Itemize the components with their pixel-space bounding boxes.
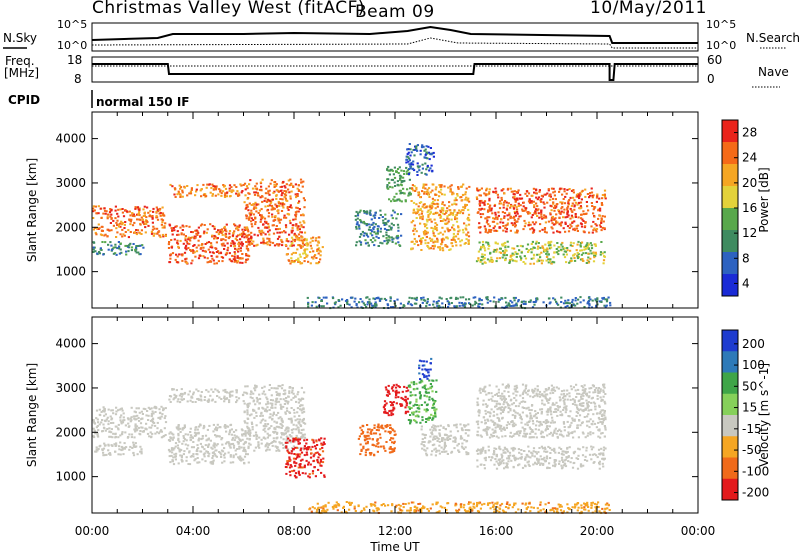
- ytick-label: 4000: [55, 132, 86, 146]
- nsky-line: [91, 25, 698, 44]
- colorbar-swatch: [722, 478, 738, 501]
- colorbar-swatch: [722, 142, 738, 165]
- velocity-colorbar-label: Velocity [m s^-1]: [757, 363, 771, 467]
- ytick-label: 4000: [55, 337, 86, 351]
- nave-tick-top: 60: [707, 53, 722, 67]
- colorbar-tick: 24: [742, 151, 757, 165]
- colorbar-swatch: [722, 415, 738, 437]
- power-ylabel: Slant Range [km]: [25, 158, 39, 262]
- colorbar-swatch: [722, 120, 738, 143]
- colorbar-tick: 8: [742, 251, 750, 265]
- freq-tick-bottom: 8: [74, 72, 82, 86]
- nave-tick-bottom: 0: [707, 72, 715, 86]
- colorbar-swatch: [722, 351, 738, 373]
- colorbar-tick: 15: [742, 401, 757, 415]
- colorbar-tick: 200: [742, 337, 765, 351]
- time-axis-label: Time UT: [369, 540, 420, 554]
- colorbar-tick: -100: [742, 464, 769, 478]
- xtick-label: 00:00: [681, 524, 716, 538]
- colorbar-tick: -50: [742, 443, 762, 457]
- ytick-label: 3000: [55, 176, 86, 190]
- colorbar-swatch: [722, 274, 738, 297]
- colorbar-swatch: [722, 436, 738, 458]
- nsky-label: N.Sky: [3, 31, 37, 45]
- colorbar-tick: 28: [742, 126, 757, 140]
- xtick-label: 08:00: [277, 524, 312, 538]
- colorbar-swatch: [722, 457, 738, 480]
- cpid-value: normal 150 IF: [96, 95, 190, 109]
- colorbar-tick: 12: [742, 226, 757, 240]
- time-axis: 00:00 04:00 08:00 12:00 16:00 20:00 00:00: [75, 524, 716, 538]
- freq-tick-top: 18: [67, 53, 82, 67]
- velocity-yaxis: 1000 2000 3000 4000: [55, 317, 699, 513]
- colorbar-tick: -15: [742, 422, 762, 436]
- ytick-label: 2000: [55, 220, 86, 234]
- velocity-ylabel: Slant Range [km]: [25, 363, 39, 467]
- colorbar-swatch: [722, 230, 738, 253]
- beam-title: Beam 09: [355, 2, 435, 22]
- power-colorbar-label: Power [dB]: [757, 167, 771, 232]
- colorbar-swatch: [722, 252, 738, 275]
- colorbar-swatch: [722, 393, 738, 416]
- nsearch-label: N.Search: [746, 31, 800, 45]
- cpid-label: CPID: [8, 93, 40, 107]
- date-title: 10/May/2011: [590, 0, 707, 18]
- colorbar-swatch: [722, 372, 738, 395]
- colorbar-tick: 20: [742, 176, 757, 190]
- colorbar-swatch: [722, 164, 738, 187]
- nsky-tick-top: 10^5: [57, 18, 87, 31]
- xtick-label: 04:00: [176, 524, 211, 538]
- nsearch-tick-bottom: 10^0: [706, 39, 736, 52]
- freq-unit-label: [MHz]: [4, 66, 39, 80]
- ytick-label: 2000: [55, 425, 86, 439]
- nave-label: Nave: [758, 65, 789, 79]
- colorbar-tick: 50: [742, 379, 757, 393]
- ytick-label: 1000: [55, 470, 86, 484]
- freq-label: Freq.: [5, 54, 35, 68]
- freq-line: [92, 63, 698, 81]
- velocity-panel: 1000 2000 3000 4000: [55, 316, 699, 515]
- nsky-tick-bottom: 10^0: [57, 39, 87, 52]
- colorbar-tick: -200: [742, 486, 769, 500]
- colorbar-tick: 16: [742, 201, 757, 215]
- xtick-label: 12:00: [378, 524, 413, 538]
- ytick-label: 1000: [55, 265, 86, 279]
- ytick-label: 3000: [55, 381, 86, 395]
- colorbar-swatch: [722, 186, 738, 209]
- colorbar-swatch: [722, 208, 738, 231]
- power-yaxis: 1000 2000 3000 4000: [55, 112, 699, 308]
- xtick-label: 00:00: [75, 524, 110, 538]
- power-colorbar: 28 24 20 16 12 8 4: [721, 119, 757, 297]
- velocity-scatter: [92, 357, 611, 515]
- power-panel: 1000 2000 3000 4000: [55, 111, 699, 310]
- colorbar-swatch: [722, 330, 738, 352]
- xtick-label: 20:00: [580, 524, 615, 538]
- power-scatter: [92, 143, 612, 310]
- colorbar-tick: 4: [742, 276, 750, 290]
- nsearch-tick-top: 10^5: [706, 18, 736, 31]
- freq-panel: [91, 56, 699, 83]
- xtick-label: 16:00: [479, 524, 514, 538]
- velocity-colorbar: 200 100 50 15 -15 -50 -100 -200: [721, 329, 769, 501]
- colorbar-tick: 100: [742, 358, 765, 372]
- nsearch-line: [91, 37, 698, 49]
- nsky-panel: [91, 22, 699, 52]
- station-title: Christmas Valley West (fitACF): [92, 0, 365, 18]
